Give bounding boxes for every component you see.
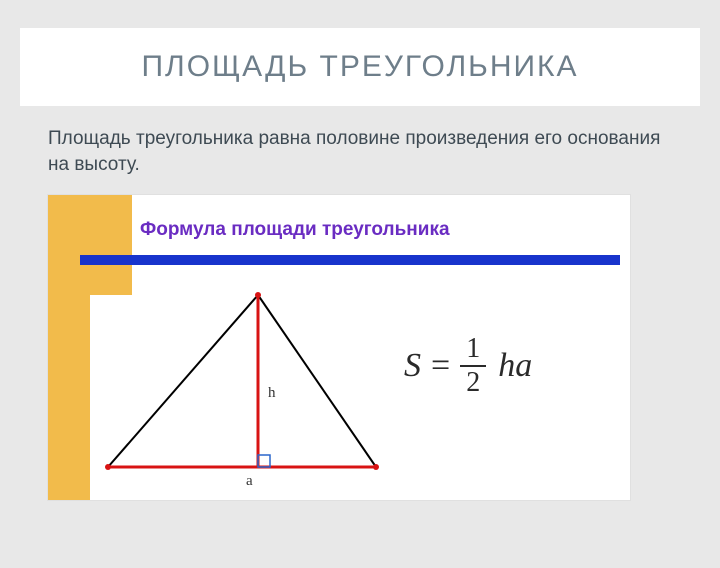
label-h: h — [268, 385, 276, 401]
slide-title: ПЛОЩАДЬ ТРЕУГОЛЬНИКА — [40, 50, 680, 84]
decor-yellow-side — [48, 195, 90, 500]
formula-fraction: 1 2 — [460, 335, 486, 397]
figure-subheading: Формула площади треугольника — [140, 219, 450, 241]
formula-ha: ha — [498, 347, 532, 385]
formula-S: S — [404, 347, 421, 385]
slide: ПЛОЩАДЬ ТРЕУГОЛЬНИКА Площадь треугольник… — [0, 28, 720, 568]
decor-blue-line — [80, 255, 620, 265]
theorem-text: Площадь треугольника равна половине прои… — [48, 126, 672, 177]
formula-den: 2 — [460, 367, 486, 397]
formula: S = 1 2 ha — [404, 335, 532, 397]
formula-num: 1 — [460, 335, 486, 367]
figure: Формула площади треугольника h a — [48, 195, 630, 500]
triangle-diagram: h a — [98, 287, 398, 487]
label-a: a — [246, 473, 253, 487]
title-card: ПЛОЩАДЬ ТРЕУГОЛЬНИКА — [20, 28, 700, 106]
triangle-svg: h a — [98, 287, 398, 487]
formula-eq: = — [431, 347, 450, 385]
